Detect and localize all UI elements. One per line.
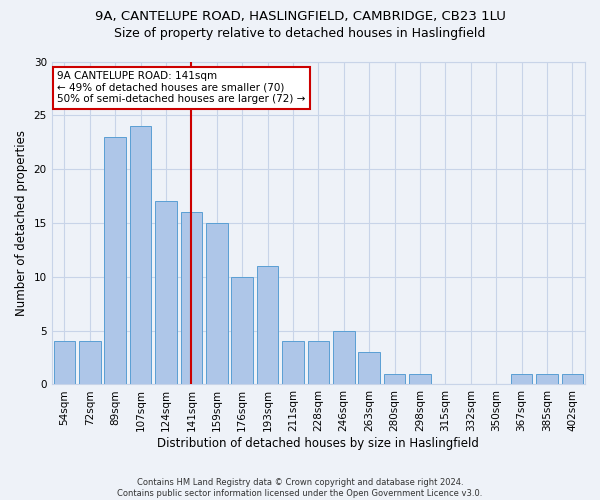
Bar	[232, 277, 253, 384]
Bar	[409, 374, 431, 384]
X-axis label: Distribution of detached houses by size in Haslingfield: Distribution of detached houses by size …	[157, 437, 479, 450]
Bar	[206, 223, 227, 384]
Bar	[104, 137, 126, 384]
Bar	[384, 374, 406, 384]
Bar	[358, 352, 380, 384]
Bar	[155, 202, 177, 384]
Bar	[53, 342, 75, 384]
Text: 9A CANTELUPE ROAD: 141sqm
← 49% of detached houses are smaller (70)
50% of semi-: 9A CANTELUPE ROAD: 141sqm ← 49% of detac…	[57, 71, 305, 104]
Bar	[257, 266, 278, 384]
Text: Size of property relative to detached houses in Haslingfield: Size of property relative to detached ho…	[115, 28, 485, 40]
Bar	[511, 374, 532, 384]
Bar	[181, 212, 202, 384]
Text: 9A, CANTELUPE ROAD, HASLINGFIELD, CAMBRIDGE, CB23 1LU: 9A, CANTELUPE ROAD, HASLINGFIELD, CAMBRI…	[95, 10, 505, 23]
Bar	[308, 342, 329, 384]
Text: Contains HM Land Registry data © Crown copyright and database right 2024.
Contai: Contains HM Land Registry data © Crown c…	[118, 478, 482, 498]
Bar	[536, 374, 557, 384]
Y-axis label: Number of detached properties: Number of detached properties	[15, 130, 28, 316]
Bar	[79, 342, 101, 384]
Bar	[282, 342, 304, 384]
Bar	[130, 126, 151, 384]
Bar	[333, 330, 355, 384]
Bar	[562, 374, 583, 384]
